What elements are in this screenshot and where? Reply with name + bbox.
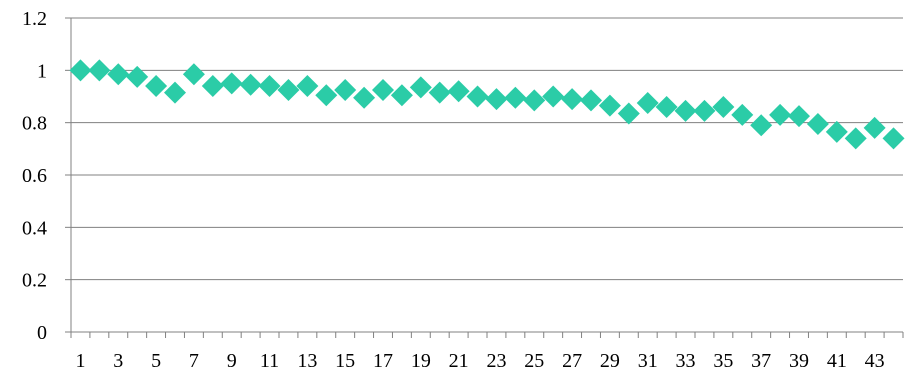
y-tick-label: 0.8: [22, 113, 47, 135]
data-point-marker: [466, 85, 489, 108]
x-tick-label: 11: [260, 350, 279, 372]
data-point-marker: [636, 92, 659, 115]
data-point-marker: [598, 94, 621, 117]
data-point-marker: [315, 84, 338, 107]
data-point-marker: [126, 65, 149, 88]
x-tick-label: 37: [751, 350, 771, 372]
x-tick-label: 25: [524, 350, 544, 372]
data-point-marker: [825, 120, 848, 143]
data-point-marker: [542, 85, 565, 108]
data-point-marker: [428, 81, 451, 104]
data-point-marker: [750, 114, 773, 137]
y-tick-label: 0: [37, 322, 47, 344]
data-point-marker: [145, 75, 168, 98]
data-point-marker: [844, 127, 867, 150]
data-markers: [69, 59, 905, 150]
y-tick-label: 1: [37, 60, 47, 82]
data-point-marker: [164, 81, 186, 104]
x-tick-label: 23: [486, 350, 506, 372]
y-tick-label: 0.4: [22, 217, 47, 239]
x-tick-label: 3: [113, 350, 123, 372]
x-tick-label: 31: [638, 350, 658, 372]
y-tick-label: 0.6: [22, 165, 47, 187]
axes: [65, 17, 904, 338]
x-tick-label: 17: [373, 350, 393, 372]
y-tick-label: 0.2: [22, 270, 47, 292]
data-point-marker: [788, 105, 810, 128]
data-point-marker: [580, 89, 602, 112]
data-point-marker: [769, 103, 792, 126]
data-point-marker: [504, 86, 527, 109]
data-point-marker: [201, 75, 224, 98]
x-tick-label: 43: [865, 350, 885, 372]
x-tick-label: 29: [600, 350, 620, 372]
data-point-marker: [372, 78, 394, 101]
data-point-marker: [523, 89, 546, 112]
data-point-marker: [88, 59, 111, 82]
data-point-marker: [863, 116, 886, 139]
x-tick-label: 27: [562, 350, 582, 372]
x-tick-label: 35: [713, 350, 733, 372]
x-tick-label: 19: [411, 350, 431, 372]
data-point-marker: [409, 76, 432, 99]
x-tick-label: 15: [335, 350, 355, 372]
data-point-marker: [107, 63, 130, 86]
data-point-marker: [731, 103, 754, 126]
data-point-marker: [69, 59, 92, 82]
data-point-marker: [353, 86, 376, 109]
x-tick-label: 9: [227, 350, 237, 372]
data-point-marker: [485, 88, 508, 111]
x-tick-label: 39: [789, 350, 809, 372]
data-point-marker: [182, 63, 205, 86]
data-point-marker: [239, 73, 262, 96]
data-point-marker: [220, 72, 243, 95]
data-point-marker: [806, 112, 829, 135]
data-point-marker: [882, 127, 905, 150]
x-tick-label: 13: [297, 350, 317, 372]
data-point-marker: [447, 80, 470, 103]
data-point-marker: [561, 88, 584, 111]
data-point-marker: [617, 102, 640, 125]
x-tick-label: 41: [827, 350, 847, 372]
data-point-marker: [693, 99, 716, 122]
data-point-marker: [674, 99, 697, 122]
y-axis-tick-labels: 0 0.2 0.4 0.6 0.8 1 1.2: [22, 8, 47, 344]
x-tick-label: 21: [449, 350, 469, 372]
data-point-marker: [277, 78, 300, 101]
data-point-marker: [296, 75, 319, 98]
data-point-marker: [258, 75, 281, 98]
x-axis-tick-labels: 1 3 5 7 9 11 13 15 17 19 21 23 25 27 29 31 33 35 37 39 41 43: [75, 350, 884, 372]
y-tick-label: 1.2: [22, 8, 47, 30]
data-point-marker: [390, 84, 413, 107]
data-point-marker: [712, 95, 735, 118]
gridlines: [71, 17, 903, 281]
x-tick-label: 33: [676, 350, 696, 372]
data-point-marker: [655, 95, 678, 118]
x-tick-label: 7: [189, 350, 199, 372]
x-tick-label: 5: [151, 350, 161, 372]
x-tick-label: 1: [75, 350, 85, 372]
data-point-marker: [334, 78, 357, 101]
